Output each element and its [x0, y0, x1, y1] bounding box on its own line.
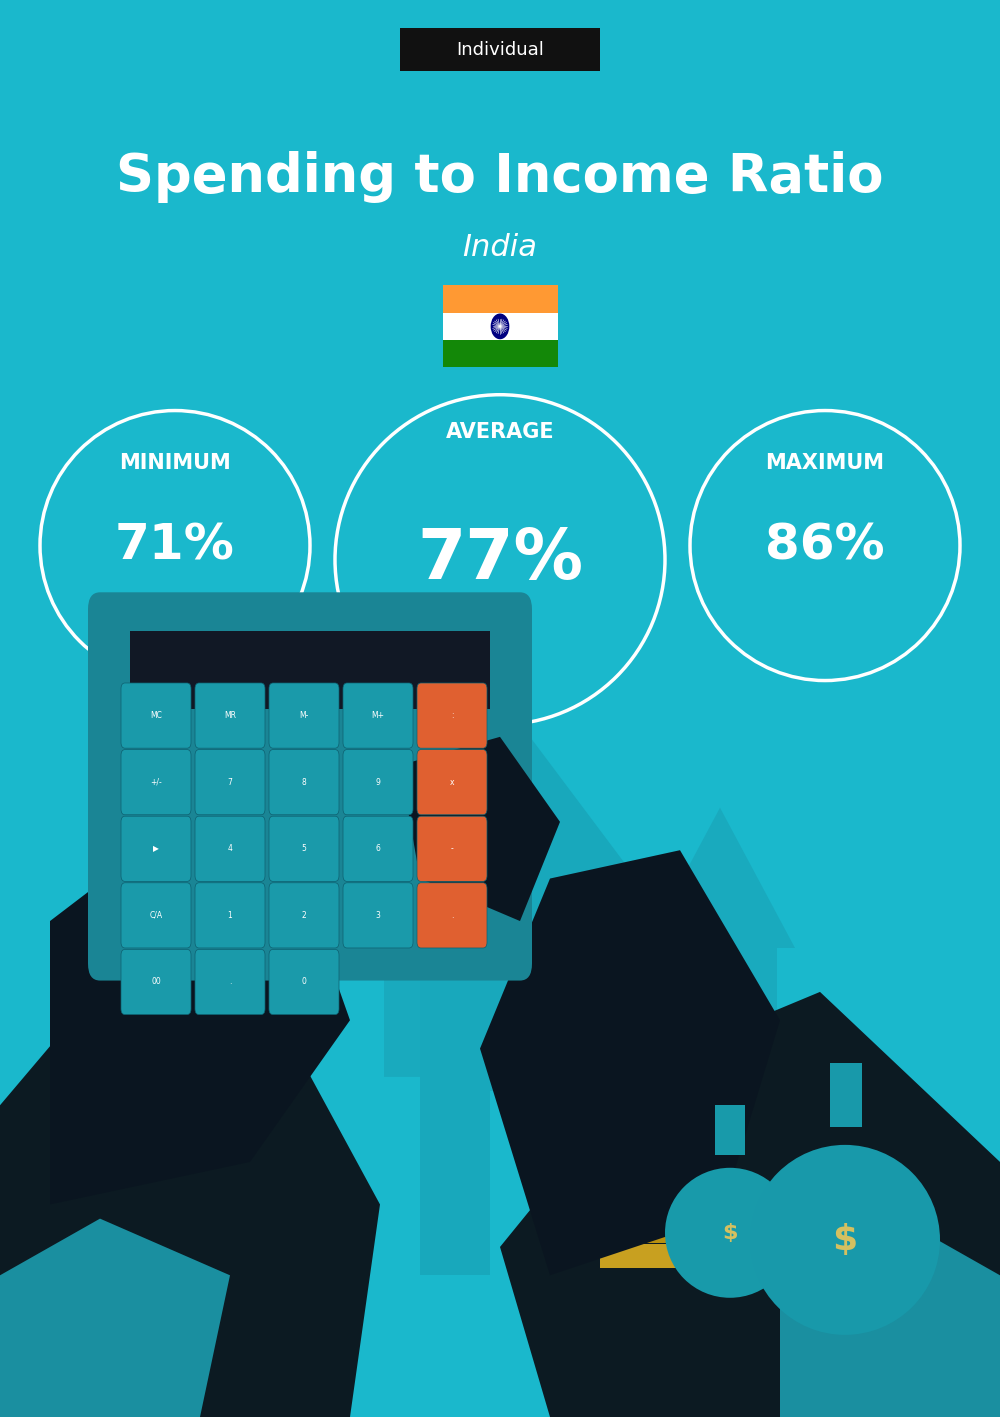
Polygon shape: [360, 680, 560, 1077]
Text: 5: 5: [302, 845, 306, 853]
Text: +/-: +/-: [150, 778, 162, 786]
Polygon shape: [0, 1219, 230, 1417]
FancyBboxPatch shape: [269, 750, 339, 815]
FancyBboxPatch shape: [269, 816, 339, 881]
FancyBboxPatch shape: [420, 964, 640, 1275]
FancyBboxPatch shape: [269, 683, 339, 748]
FancyBboxPatch shape: [195, 816, 265, 881]
Polygon shape: [780, 1219, 1000, 1417]
FancyBboxPatch shape: [490, 1091, 570, 1275]
Text: MAXIMUM: MAXIMUM: [766, 453, 885, 473]
Text: $: $: [832, 1223, 858, 1257]
Text: Individual: Individual: [456, 41, 544, 58]
Ellipse shape: [332, 803, 368, 840]
Text: 86%: 86%: [765, 521, 885, 570]
FancyBboxPatch shape: [195, 949, 265, 1015]
Polygon shape: [0, 964, 380, 1417]
FancyBboxPatch shape: [600, 1244, 720, 1268]
Text: M+: M+: [372, 711, 384, 720]
Text: 00: 00: [151, 978, 161, 986]
Ellipse shape: [665, 1168, 795, 1298]
FancyBboxPatch shape: [343, 683, 413, 748]
FancyBboxPatch shape: [343, 816, 413, 881]
Text: 8: 8: [302, 778, 306, 786]
Text: 0: 0: [302, 978, 306, 986]
Text: Spending to Income Ratio: Spending to Income Ratio: [116, 152, 884, 203]
FancyBboxPatch shape: [88, 592, 532, 981]
Polygon shape: [480, 850, 780, 1275]
FancyBboxPatch shape: [600, 1168, 720, 1192]
Text: C/A: C/A: [149, 911, 163, 920]
Ellipse shape: [280, 760, 320, 799]
Text: 2: 2: [302, 911, 306, 920]
Text: $: $: [722, 1223, 738, 1243]
FancyBboxPatch shape: [269, 883, 339, 948]
FancyBboxPatch shape: [121, 949, 191, 1015]
Text: MC: MC: [150, 711, 162, 720]
FancyBboxPatch shape: [442, 340, 558, 367]
Text: MR: MR: [224, 711, 236, 720]
FancyBboxPatch shape: [343, 750, 413, 815]
Text: 9: 9: [376, 778, 380, 786]
Text: 77%: 77%: [417, 526, 583, 594]
Text: :: :: [451, 711, 453, 720]
Text: India: India: [462, 234, 538, 262]
FancyBboxPatch shape: [442, 313, 558, 340]
Text: 71%: 71%: [115, 521, 235, 570]
Text: .: .: [229, 978, 231, 986]
FancyBboxPatch shape: [130, 631, 490, 708]
Circle shape: [492, 315, 509, 339]
FancyBboxPatch shape: [600, 1219, 720, 1243]
Polygon shape: [500, 992, 1000, 1417]
Text: M-: M-: [299, 711, 309, 720]
FancyBboxPatch shape: [400, 28, 600, 71]
Text: 7: 7: [228, 778, 232, 786]
FancyBboxPatch shape: [195, 683, 265, 748]
Ellipse shape: [175, 768, 225, 819]
FancyBboxPatch shape: [830, 1063, 862, 1127]
Polygon shape: [645, 808, 795, 1119]
Polygon shape: [50, 822, 350, 1204]
Text: AVERAGE: AVERAGE: [446, 422, 554, 442]
Text: MINIMUM: MINIMUM: [119, 453, 231, 473]
FancyBboxPatch shape: [417, 883, 487, 948]
FancyBboxPatch shape: [195, 750, 265, 815]
Text: 1: 1: [228, 911, 232, 920]
Polygon shape: [360, 737, 700, 964]
FancyBboxPatch shape: [442, 285, 558, 313]
Text: 3: 3: [376, 911, 380, 920]
FancyBboxPatch shape: [121, 750, 191, 815]
FancyBboxPatch shape: [417, 816, 487, 881]
FancyBboxPatch shape: [195, 883, 265, 948]
FancyBboxPatch shape: [417, 683, 487, 748]
FancyBboxPatch shape: [269, 949, 339, 1015]
FancyBboxPatch shape: [715, 1105, 745, 1155]
Ellipse shape: [228, 743, 272, 788]
Ellipse shape: [750, 1145, 940, 1335]
Text: .: .: [451, 911, 453, 920]
Text: ▶: ▶: [153, 845, 159, 853]
FancyBboxPatch shape: [417, 750, 487, 815]
FancyBboxPatch shape: [600, 1142, 720, 1166]
Text: 4: 4: [228, 845, 232, 853]
Text: -: -: [451, 845, 453, 853]
FancyBboxPatch shape: [343, 883, 413, 948]
FancyBboxPatch shape: [121, 683, 191, 748]
Text: x: x: [450, 778, 454, 786]
FancyBboxPatch shape: [600, 1193, 720, 1217]
FancyBboxPatch shape: [121, 883, 191, 948]
Polygon shape: [400, 737, 560, 921]
Text: 6: 6: [376, 845, 380, 853]
FancyBboxPatch shape: [121, 816, 191, 881]
